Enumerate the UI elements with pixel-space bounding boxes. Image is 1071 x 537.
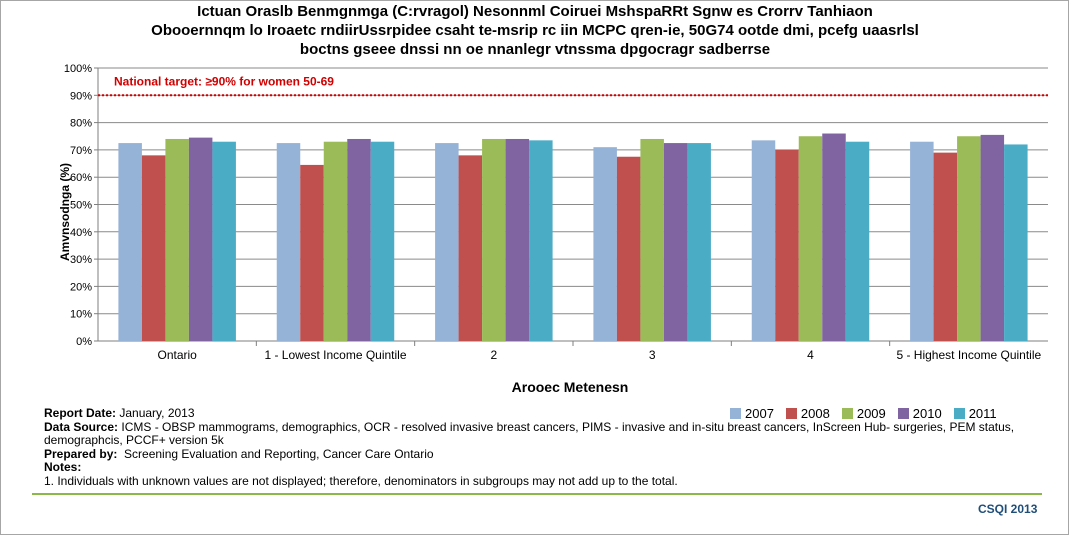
x-tick-label: 2 xyxy=(490,348,497,362)
prepared-by-row: Prepared by: Screening Evaluation and Re… xyxy=(44,446,1034,462)
target-label: National target: ≥90% for women 50-69 xyxy=(114,74,334,88)
legend-item-2010: 2010 xyxy=(897,406,942,421)
data-source-continuation: demographcis, PCCF+ version 5k xyxy=(44,433,224,447)
bar-2010 xyxy=(188,137,213,341)
legend-label: 2008 xyxy=(800,406,830,421)
bar-2009 xyxy=(798,136,823,341)
prepared-by-label: Prepared by: xyxy=(44,446,118,461)
notes-heading: Notes: xyxy=(44,460,1034,475)
report-date-label: Report Date: xyxy=(44,406,117,420)
bar-2009 xyxy=(323,141,348,341)
legend-swatch xyxy=(730,408,741,419)
bar-2009 xyxy=(957,136,981,341)
y-tick-label: 60% xyxy=(70,172,92,184)
bar-2007 xyxy=(593,147,617,341)
legend-swatch xyxy=(897,408,909,419)
legend-label: 2011 xyxy=(968,406,997,421)
chart-title-line: Ictuan Oraslb Benmgnmga (C:rvragol) Neso… xyxy=(197,3,873,20)
bar-2011 xyxy=(687,143,711,341)
bar-2008 xyxy=(141,155,166,341)
legend-swatch xyxy=(785,408,797,419)
report-notes: Report Date: January, 2013 Data Source: … xyxy=(44,406,1034,488)
bar-2010 xyxy=(663,143,688,341)
bar-chart: 0% 10% 20% 30% 40% 50% 60% 70% 80% 90% 100% Ontario… xyxy=(64,63,1048,362)
bar-2008 xyxy=(300,164,324,341)
bar-2008 xyxy=(933,152,958,341)
legend-item-2011: 2011 xyxy=(953,406,997,421)
bar-2010 xyxy=(347,138,371,341)
y-tick-label: 20% xyxy=(70,281,92,293)
bar-2011 xyxy=(370,141,395,341)
y-tick-label: 30% xyxy=(70,254,92,266)
bar-2010 xyxy=(505,138,530,341)
y-tick-label: 80% xyxy=(70,118,92,130)
y-tick-label: 0% xyxy=(76,336,92,348)
legend-swatch xyxy=(953,408,965,419)
bar-2010 xyxy=(822,133,846,341)
x-tick-label: 5 - Highest Income Quintile xyxy=(896,348,1041,362)
bar-2007 xyxy=(118,143,142,341)
y-tick-label: 50% xyxy=(70,200,92,212)
y-tick-label: 100% xyxy=(64,63,92,75)
prepared-by-value: Screening Evaluation and Reporting, Canc… xyxy=(124,446,434,461)
bar-2007 xyxy=(276,143,301,341)
x-tick-label: 4 xyxy=(807,348,814,362)
legend-item-2007: 2007 xyxy=(730,406,774,421)
bar-2009 xyxy=(165,138,189,341)
bar-2008 xyxy=(775,149,799,341)
legend-label: 2007 xyxy=(745,406,774,421)
report-date-value: January, 2013 xyxy=(119,406,195,420)
x-axis-label: Arooec Metenesn xyxy=(511,379,629,395)
chart-title: Ictuan Oraslb Benmgnmga (C:rvragol) Neso… xyxy=(60,2,1010,59)
bar-2007 xyxy=(435,143,459,341)
legend-item-2009: 2009 xyxy=(841,406,886,421)
x-tick-label: Ontario xyxy=(157,348,197,362)
y-tick-label: 90% xyxy=(70,90,92,102)
bar-2008 xyxy=(616,156,641,341)
legend-swatch xyxy=(841,408,853,419)
bar-2009 xyxy=(482,138,506,341)
y-tick-label: 10% xyxy=(70,309,92,321)
note-item: 1. Individuals with unknown values are n… xyxy=(44,473,678,488)
chart-legend: 2007 2008 2009 2010 2011 xyxy=(730,406,997,421)
notes-label: Notes: xyxy=(44,460,82,474)
data-source-label: Data Source: xyxy=(44,419,119,434)
x-tick-label: 3 xyxy=(649,348,656,362)
legend-label: 2009 xyxy=(856,406,886,421)
bar-2009 xyxy=(640,138,664,341)
x-tick-label: 1 - Lowest Income Quintile xyxy=(264,348,406,362)
data-source-value: ICMS - OBSP mammograms, demographics, OC… xyxy=(121,419,1015,434)
bar-2007 xyxy=(751,140,776,341)
footer-rule xyxy=(32,493,1042,495)
report-date-row: Report Date: January, 2013 xyxy=(44,406,1034,421)
bar-2011 xyxy=(1004,144,1028,341)
legend-item-2008: 2008 xyxy=(785,406,830,421)
bar-2011 xyxy=(529,140,553,341)
bar-2008 xyxy=(458,155,483,341)
legend-label: 2010 xyxy=(912,406,942,421)
data-source-row: Data Source: ICMS - OBSP mammograms, dem… xyxy=(44,419,1034,435)
bar-2011 xyxy=(212,141,236,341)
bar-2007 xyxy=(910,141,934,341)
bar-2010 xyxy=(980,134,1005,341)
y-axis-label: Amvnsodnga (%) xyxy=(58,162,73,262)
y-tick-label: 40% xyxy=(70,227,92,239)
chart-title-line: Obooernnqm lo Iroaetc rndiirUssrpidee cs… xyxy=(151,22,919,39)
y-tick-label: 70% xyxy=(70,145,92,157)
chart-title-line: boctns gseee dnssi nn oe nnanlegr vtnssm… xyxy=(299,41,771,58)
bar-2011 xyxy=(845,141,870,341)
credit-text: CSQI 2013 xyxy=(978,502,1038,516)
